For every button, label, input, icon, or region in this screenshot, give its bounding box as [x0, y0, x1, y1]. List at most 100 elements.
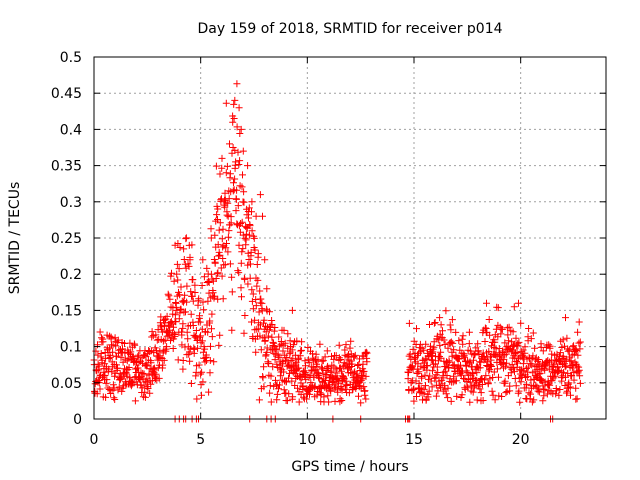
data-point — [434, 369, 442, 376]
data-point — [266, 382, 274, 390]
y-axis-label: SRMTID / TECUs — [7, 182, 23, 295]
data-point — [413, 325, 420, 333]
data-point — [159, 337, 167, 345]
data-point — [134, 353, 142, 361]
data-point — [421, 355, 429, 363]
data-point — [211, 292, 218, 300]
data-point — [199, 256, 207, 264]
data-point — [223, 162, 231, 170]
data-point — [268, 333, 276, 341]
data-point — [114, 336, 122, 344]
data-point — [241, 234, 249, 242]
data-point — [495, 373, 502, 381]
data-point — [257, 321, 264, 329]
data-point — [541, 366, 549, 374]
data-point — [440, 336, 448, 344]
data-point — [338, 367, 345, 375]
data-point — [252, 348, 260, 356]
data-point — [512, 334, 520, 342]
data-point — [354, 362, 362, 369]
data-point — [318, 357, 326, 365]
data-point — [567, 391, 574, 399]
data-point — [555, 391, 563, 399]
data-point — [235, 269, 243, 277]
data-point — [244, 280, 252, 288]
data-point — [487, 356, 495, 364]
data-point — [189, 276, 197, 284]
data-point — [208, 325, 215, 333]
data-point — [415, 368, 423, 376]
data-point — [230, 179, 237, 187]
data-point — [362, 350, 369, 358]
data-point — [315, 370, 323, 378]
data-point — [110, 394, 118, 402]
data-point — [172, 303, 180, 311]
data-point — [535, 388, 543, 396]
data-point — [207, 270, 215, 278]
data-point — [573, 395, 581, 403]
data-point — [183, 282, 191, 290]
data-point — [239, 171, 246, 179]
data-point — [423, 362, 431, 369]
data-point — [117, 348, 125, 356]
data-point — [115, 383, 123, 391]
data-point — [404, 375, 412, 383]
data-point — [561, 363, 569, 371]
data-point — [166, 295, 174, 303]
data-point — [276, 372, 284, 380]
data-point — [229, 118, 237, 126]
data-point — [222, 244, 230, 252]
x-tick-label: 10 — [298, 432, 316, 448]
data-point — [459, 332, 467, 340]
data-point — [183, 328, 191, 336]
data-point — [204, 328, 212, 336]
data-point — [175, 265, 183, 273]
data-point — [192, 327, 200, 334]
data-point — [226, 170, 234, 178]
data-point — [521, 349, 529, 357]
data-point — [576, 379, 584, 387]
data-point — [478, 381, 486, 388]
data-point — [198, 337, 206, 345]
data-point — [94, 351, 102, 359]
data-point — [477, 389, 485, 397]
data-point — [541, 385, 549, 393]
data-point — [563, 389, 570, 397]
data-point — [254, 250, 262, 258]
data-point — [570, 342, 578, 350]
data-point — [322, 377, 329, 384]
data-point — [485, 367, 493, 375]
data-point — [537, 376, 545, 384]
data-point — [249, 290, 257, 298]
data-point — [242, 230, 250, 238]
x-tick-label: 0 — [90, 432, 99, 448]
data-point — [428, 349, 436, 357]
data-point — [531, 344, 539, 352]
data-point — [449, 339, 457, 347]
data-point — [227, 219, 235, 227]
data-point — [232, 195, 240, 203]
data-point — [465, 359, 473, 367]
data-point — [469, 370, 477, 378]
data-point — [345, 389, 353, 397]
data-point — [289, 393, 297, 401]
data-point — [241, 275, 249, 283]
data-point — [173, 260, 181, 268]
data-point — [228, 288, 236, 296]
data-point — [458, 391, 466, 399]
data-point — [231, 175, 239, 183]
data-point — [551, 356, 559, 364]
data-point — [512, 382, 520, 390]
data-point — [362, 348, 370, 356]
data-point — [200, 306, 208, 314]
data-point — [556, 386, 564, 393]
data-point — [448, 316, 456, 324]
data-point — [109, 381, 117, 389]
data-point — [275, 353, 283, 361]
data-point — [270, 339, 277, 347]
data-point — [207, 225, 215, 233]
data-point — [148, 328, 156, 336]
data-point — [505, 323, 513, 331]
data-point — [280, 386, 288, 394]
data-point — [226, 260, 234, 268]
